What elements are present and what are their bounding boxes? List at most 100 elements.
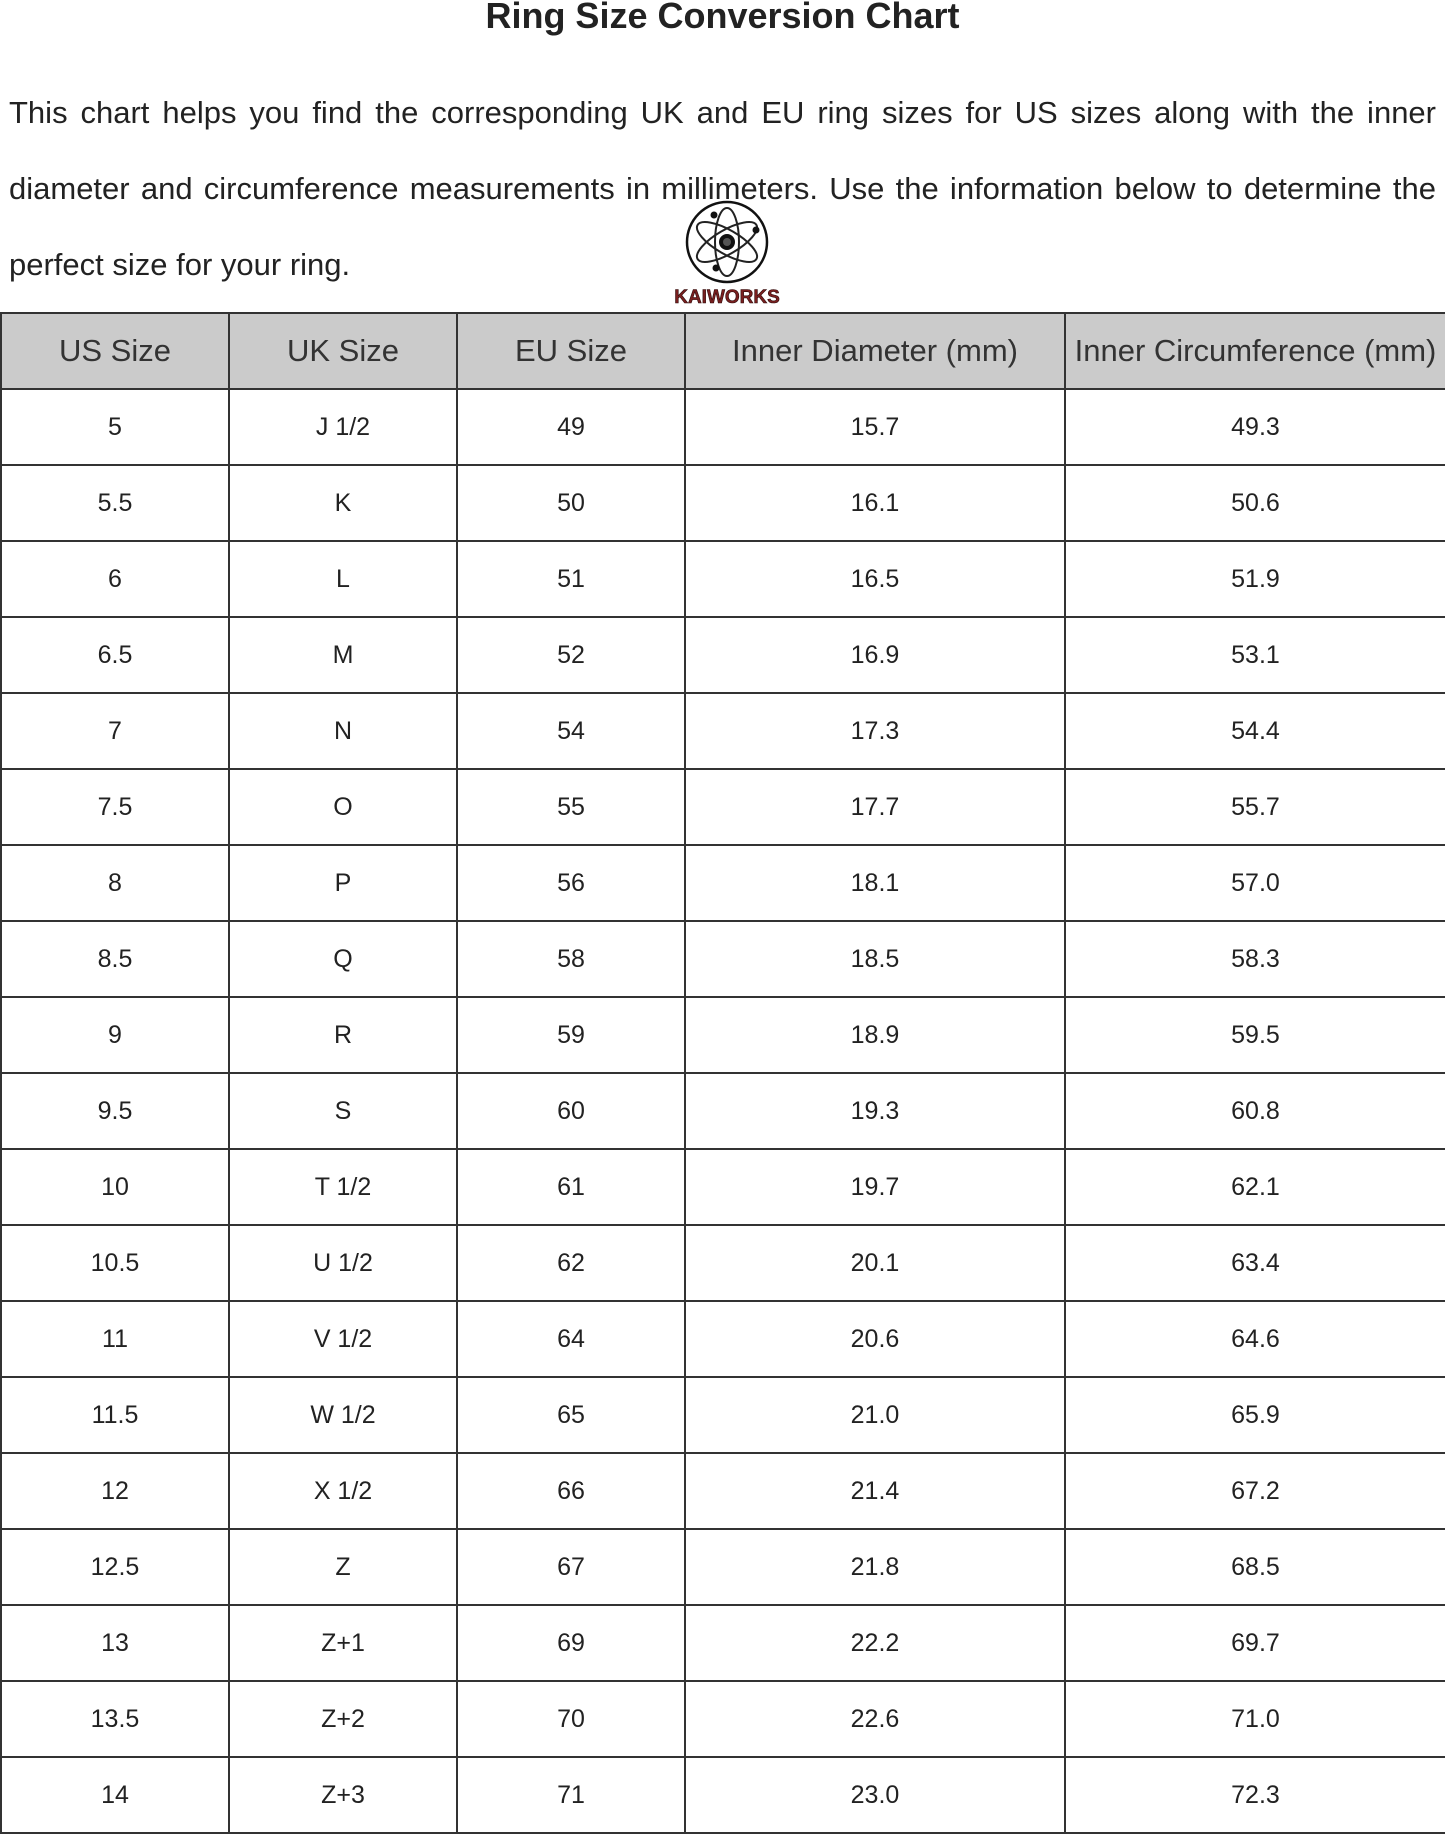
table-cell: 54	[456, 692, 686, 770]
table-cell: 50	[456, 464, 686, 542]
table-cell: 65.9	[1064, 1376, 1445, 1454]
table-cell: 67	[456, 1528, 686, 1606]
table-row: 7 N 54 17.3 54.4	[0, 692, 1445, 770]
table-cell: 59	[456, 996, 686, 1074]
table-row: 12.5 Z 67 21.8 68.5	[0, 1528, 1445, 1606]
table-cell: 5	[0, 388, 230, 466]
table-cell: 11	[0, 1300, 230, 1378]
table-cell: 18.1	[684, 844, 1066, 922]
table-cell: 68.5	[1064, 1528, 1445, 1606]
table-cell: 20.1	[684, 1224, 1066, 1302]
table-cell: 7	[0, 692, 230, 770]
page-title: Ring Size Conversion Chart	[485, 0, 960, 36]
table-cell: S	[228, 1072, 458, 1150]
table-row: 12 X 1/2 66 21.4 67.2	[0, 1452, 1445, 1530]
table-cell: 53.1	[1064, 616, 1445, 694]
table-cell: 64	[456, 1300, 686, 1378]
table-cell: L	[228, 540, 458, 618]
table-cell: 15.7	[684, 388, 1066, 466]
table-row: 6 L 51 16.5 51.9	[0, 540, 1445, 618]
table-cell: 16.9	[684, 616, 1066, 694]
table-cell: 71	[456, 1756, 686, 1834]
table-cell: 55	[456, 768, 686, 846]
table-cell: 21.8	[684, 1528, 1066, 1606]
table-cell: 54.4	[1064, 692, 1445, 770]
kaiworks-logo: KAIWORKS	[672, 200, 782, 310]
table-cell: K	[228, 464, 458, 542]
table-cell: 58	[456, 920, 686, 998]
table-cell: 13	[0, 1604, 230, 1682]
table-cell: 65	[456, 1376, 686, 1454]
table-cell: X 1/2	[228, 1452, 458, 1530]
svg-text:KAIWORKS: KAIWORKS	[674, 287, 780, 308]
table-cell: 23.0	[684, 1756, 1066, 1834]
ring-size-table: US Size UK Size EU Size Inner Diameter (mm)…	[0, 312, 1445, 1834]
table-cell: Z+3	[228, 1756, 458, 1834]
table-row: 10 T 1/2 61 19.7 62.1	[0, 1148, 1445, 1226]
table-cell: 13.5	[0, 1680, 230, 1758]
table-row: 11.5 W 1/2 65 21.0 65.9	[0, 1376, 1445, 1454]
table-cell: 70	[456, 1680, 686, 1758]
intro-text: This chart helps you find the correspond…	[9, 95, 1436, 282]
table-row: 14 Z+3 71 23.0 72.3	[0, 1756, 1445, 1834]
table-cell: 18.5	[684, 920, 1066, 998]
table-header-row: US Size UK Size EU Size Inner Diameter (mm)…	[0, 312, 1445, 390]
table-cell: 9	[0, 996, 230, 1074]
table-row: 7.5 O 55 17.7 55.7	[0, 768, 1445, 846]
table-cell: Z	[228, 1528, 458, 1606]
table-cell: W 1/2	[228, 1376, 458, 1454]
table-row: 13 Z+1 69 22.2 69.7	[0, 1604, 1445, 1682]
table-cell: Z+2	[228, 1680, 458, 1758]
table-cell: 11.5	[0, 1376, 230, 1454]
table-row: 9 R 59 18.9 59.5	[0, 996, 1445, 1074]
table-cell: 6	[0, 540, 230, 618]
table-cell: Q	[228, 920, 458, 998]
table-cell: 51.9	[1064, 540, 1445, 618]
table-cell: 17.7	[684, 768, 1066, 846]
table-cell: 71.0	[1064, 1680, 1445, 1758]
table-cell: U 1/2	[228, 1224, 458, 1302]
table-cell: P	[228, 844, 458, 922]
column-header: EU Size	[456, 312, 686, 390]
table-cell: 66	[456, 1452, 686, 1530]
table-row: 5.5 K 50 16.1 50.6	[0, 464, 1445, 542]
table-cell: 51	[456, 540, 686, 618]
table-cell: 8.5	[0, 920, 230, 998]
table-cell: 9.5	[0, 1072, 230, 1150]
table-row: 6.5 M 52 16.9 53.1	[0, 616, 1445, 694]
table-cell: 16.1	[684, 464, 1066, 542]
table-cell: 16.5	[684, 540, 1066, 618]
table-cell: 21.0	[684, 1376, 1066, 1454]
table-cell: 20.6	[684, 1300, 1066, 1378]
table-row: 10.5 U 1/2 62 20.1 63.4	[0, 1224, 1445, 1302]
table-cell: 8	[0, 844, 230, 922]
table-cell: V 1/2	[228, 1300, 458, 1378]
table-cell: 69.7	[1064, 1604, 1445, 1682]
column-header: UK Size	[228, 312, 458, 390]
table-cell: 21.4	[684, 1452, 1066, 1530]
table-cell: 62.1	[1064, 1148, 1445, 1226]
table-cell: 63.4	[1064, 1224, 1445, 1302]
table-cell: M	[228, 616, 458, 694]
table-cell: 12.5	[0, 1528, 230, 1606]
table-row: 8 P 56 18.1 57.0	[0, 844, 1445, 922]
table-cell: 49.3	[1064, 388, 1445, 466]
table-cell: 7.5	[0, 768, 230, 846]
table-cell: 58.3	[1064, 920, 1445, 998]
table-cell: 10.5	[0, 1224, 230, 1302]
table-cell: 64.6	[1064, 1300, 1445, 1378]
table-cell: 6.5	[0, 616, 230, 694]
table-cell: J 1/2	[228, 388, 458, 466]
table-cell: 60	[456, 1072, 686, 1150]
table-cell: 69	[456, 1604, 686, 1682]
table-cell: 52	[456, 616, 686, 694]
table-row: 11 V 1/2 64 20.6 64.6	[0, 1300, 1445, 1378]
table-cell: 22.2	[684, 1604, 1066, 1682]
table-cell: 61	[456, 1148, 686, 1226]
table-cell: 72.3	[1064, 1756, 1445, 1834]
table-cell: 56	[456, 844, 686, 922]
column-header: Inner Diameter (mm)	[684, 312, 1066, 390]
column-header: Inner Circumference (mm)	[1064, 312, 1445, 390]
table-cell: 22.6	[684, 1680, 1066, 1758]
